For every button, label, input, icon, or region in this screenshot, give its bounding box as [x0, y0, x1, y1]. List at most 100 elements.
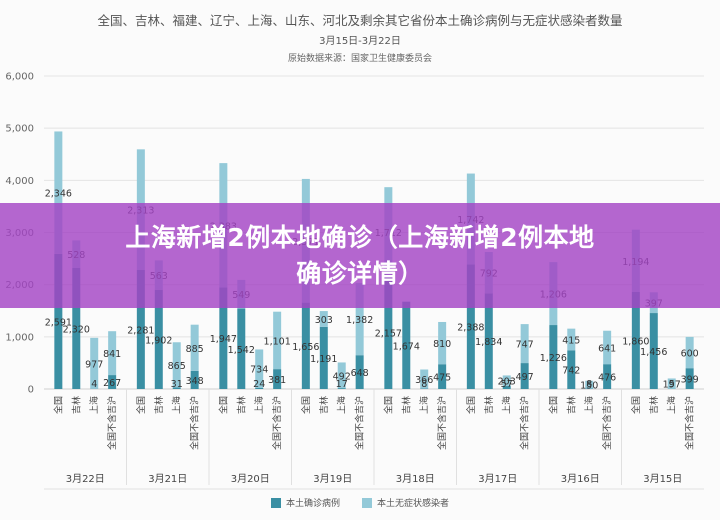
data-label-asymptomatic: 366 — [415, 375, 433, 386]
overlay-banner: 上海新增2例本地确诊（上海新增2例本地 确诊详情） — [0, 203, 720, 308]
data-label-asymptomatic: 977 — [85, 359, 103, 370]
x-tick-label: 全国不含吉沪 — [106, 396, 118, 450]
bar-confirmed — [567, 350, 576, 389]
x-tick-label: 上海 — [666, 396, 678, 414]
bar-asymptomatic — [420, 369, 429, 389]
bar-confirmed — [154, 289, 163, 389]
x-tick-label: 上海 — [171, 396, 183, 414]
bar-confirmed — [136, 270, 145, 389]
data-label-confirmed: 1,456 — [640, 347, 667, 358]
data-label-confirmed: 24 — [253, 379, 265, 390]
x-tick-label: 全国 — [465, 396, 477, 414]
legend-label-confirmed: 本土确诊病例 — [285, 499, 340, 509]
data-source: 原始数据来源：国家卫生健康委员会 — [287, 54, 432, 64]
x-tick-label: 全国不含吉沪 — [189, 396, 201, 450]
data-label-confirmed: 8 — [421, 379, 427, 390]
data-label-confirmed: 17 — [336, 379, 348, 390]
group-label: 3月21日 — [148, 473, 187, 485]
data-label-confirmed: 267 — [103, 378, 121, 389]
bar-confirmed — [631, 291, 640, 389]
group-label: 3月16日 — [561, 473, 600, 485]
x-tick-label: 吉林 — [235, 396, 247, 414]
data-label-confirmed: 399 — [681, 375, 699, 386]
bar-asymptomatic — [190, 324, 199, 371]
bar-confirmed — [603, 364, 612, 389]
bar-asymptomatic — [255, 349, 264, 388]
data-label-confirmed: 1,947 — [210, 334, 237, 345]
bar-confirmed — [337, 388, 346, 389]
x-tick-label: 全国 — [382, 396, 394, 414]
x-tick-label: 吉林 — [648, 396, 660, 414]
legend-item-asymptomatic: 本土无症状感染者 — [362, 496, 449, 509]
data-label-confirmed: 1,226 — [540, 353, 567, 364]
bar-confirmed — [108, 375, 117, 389]
data-label-confirmed: 1,191 — [310, 354, 337, 365]
x-tick-label: 全国不含吉沪 — [519, 396, 531, 450]
x-tick-label: 吉林 — [153, 396, 165, 414]
bar-asymptomatic — [567, 328, 576, 351]
x-tick-label: 上海 — [583, 396, 595, 414]
data-label-asymptomatic: 641 — [598, 343, 616, 354]
x-tick-label: 上海 — [418, 396, 430, 414]
data-label-confirmed: 476 — [598, 373, 616, 384]
bar-confirmed — [549, 325, 558, 389]
x-tick-label: 全国不含吉沪 — [271, 396, 283, 450]
data-label-asymptomatic: 197 — [663, 380, 681, 391]
data-label-confirmed: 8 — [586, 379, 592, 390]
data-label-asymptomatic: 303 — [315, 315, 333, 326]
data-label-asymptomatic: 150 — [580, 381, 598, 392]
bar-confirmed — [685, 368, 694, 389]
bar-confirmed — [520, 363, 529, 389]
x-tick-label: 全国不含吉沪 — [436, 396, 448, 450]
data-label-asymptomatic: 203 — [498, 377, 516, 388]
group-label: 3月20日 — [231, 473, 270, 485]
data-label-confirmed: 1,860 — [622, 336, 649, 347]
chart-subtitle: 3月15日-3月22日 — [319, 36, 401, 47]
y-tick-label: 4,000 — [5, 176, 34, 187]
legend-item-confirmed: 本土确诊病例 — [270, 496, 340, 509]
data-label-asymptomatic: 734 — [250, 365, 268, 376]
y-tick-label: 1,000 — [5, 332, 34, 343]
data-label-confirmed: 475 — [433, 373, 451, 384]
bar-asymptomatic — [319, 311, 328, 327]
bar-asymptomatic — [603, 330, 612, 365]
data-label-confirmed: 348 — [186, 376, 204, 387]
x-tick-label: 全国 — [135, 396, 147, 414]
data-label-asymptomatic: 492 — [333, 371, 351, 382]
group-label: 3月15日 — [643, 473, 682, 485]
bar-confirmed — [273, 369, 282, 389]
bar-confirmed — [384, 276, 393, 389]
data-label-confirmed: 1,542 — [228, 345, 255, 356]
x-tick-label: 全国 — [300, 396, 312, 414]
data-label-asymptomatic: 747 — [516, 340, 534, 351]
x-tick-label: 上海 — [501, 396, 513, 414]
data-label-confirmed: 742 — [562, 366, 580, 377]
bar-asymptomatic — [273, 311, 282, 370]
data-label-confirmed: 4 — [91, 379, 97, 390]
data-label-confirmed: 31 — [171, 379, 183, 390]
bar-confirmed — [649, 313, 658, 389]
bar-confirmed — [402, 301, 411, 389]
x-tick-label: 全国 — [217, 396, 229, 414]
bar-confirmed — [72, 267, 81, 389]
x-tick-label: 上海 — [88, 396, 100, 414]
group-label: 3月22日 — [66, 473, 105, 485]
group-label: 3月17日 — [478, 473, 517, 485]
legend-label-asymptomatic: 本土无症状感染者 — [377, 499, 450, 509]
bar-confirmed — [502, 386, 511, 389]
bar-asymptomatic — [355, 283, 364, 356]
y-tick-label: 6,000 — [5, 72, 34, 83]
bar-confirmed — [466, 264, 475, 389]
data-label-asymptomatic: 2,346 — [45, 189, 72, 200]
bar-asymptomatic — [172, 342, 181, 388]
x-tick-label: 上海 — [253, 396, 265, 414]
bar-confirmed — [319, 326, 328, 389]
data-label-confirmed: 497 — [516, 372, 534, 383]
data-label-confirmed: 381 — [268, 375, 286, 386]
bar-asymptomatic — [585, 380, 594, 389]
group-label: 3月19日 — [313, 473, 352, 485]
data-label-confirmed: 2,157 — [375, 329, 402, 340]
group-label: 3月18日 — [396, 473, 435, 485]
